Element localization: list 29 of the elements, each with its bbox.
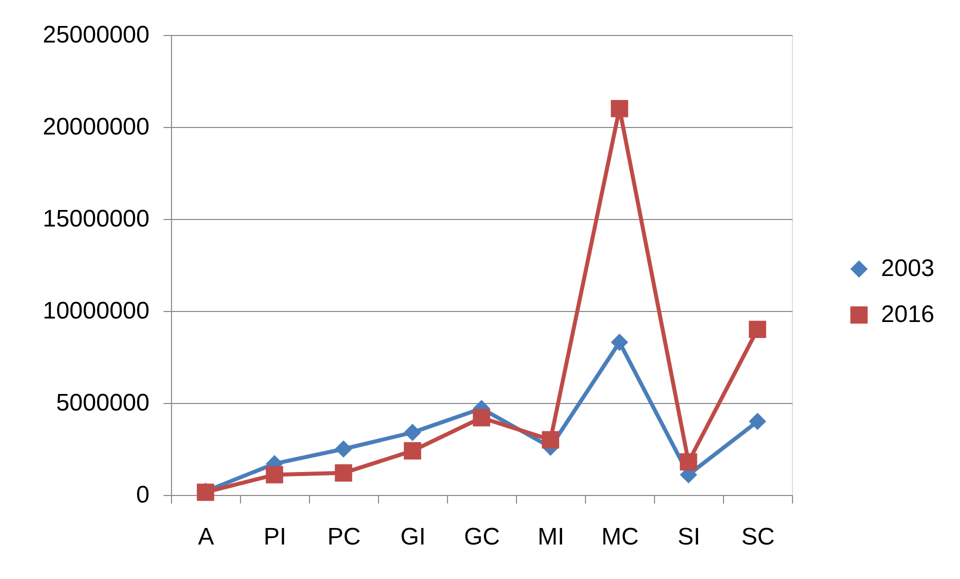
- point: [334, 464, 352, 482]
- point: [404, 442, 422, 460]
- point: [472, 409, 490, 426]
- x-tick-label: PC: [327, 524, 361, 550]
- x-tick-label: SC: [741, 524, 775, 550]
- point: [680, 453, 698, 471]
- y-tick-label: 25000000: [42, 22, 150, 48]
- point: [748, 412, 766, 430]
- y-tick-label: 10000000: [42, 298, 150, 324]
- point: [748, 320, 766, 338]
- x-tick-label: MI: [538, 524, 564, 550]
- x-tick-label: A: [198, 524, 214, 550]
- y-tick-label: 0: [136, 482, 150, 508]
- x-tick-label: GC: [464, 524, 500, 550]
- x-tick-label: PI: [264, 524, 286, 550]
- y-tick-label: 5000000: [56, 390, 150, 416]
- legend-label: 2003: [881, 255, 934, 282]
- y-tick-label: 20000000: [42, 114, 150, 140]
- point: [404, 424, 422, 442]
- point: [542, 431, 560, 448]
- legend-label: 2016: [881, 301, 934, 328]
- point: [334, 440, 352, 458]
- x-tick-label: MC: [601, 524, 639, 550]
- point: [266, 466, 284, 484]
- x-tick-label: GI: [400, 524, 426, 550]
- point: [610, 334, 628, 351]
- point: [610, 100, 628, 118]
- x-tick-label: SI: [678, 524, 700, 550]
- y-tick-label: 15000000: [42, 206, 150, 232]
